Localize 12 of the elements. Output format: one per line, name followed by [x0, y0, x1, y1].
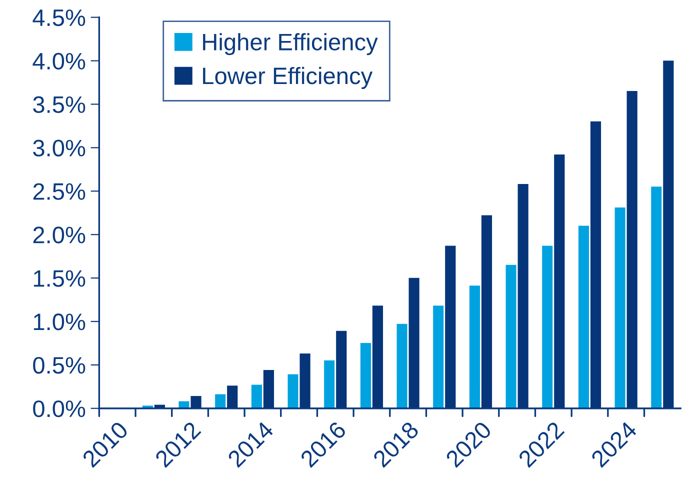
y-tick-label: 0.5%: [33, 356, 86, 374]
y-tick-label: 0.0%: [33, 400, 86, 418]
y-tick-label: 1.0%: [34, 314, 86, 330]
y-tick-label: 3.0%: [33, 140, 86, 156]
y-tick-label: 4.0%: [32, 52, 86, 70]
y-tick-label: 4.5%: [32, 9, 86, 26]
y-tick-label: 1.5%: [34, 270, 86, 287]
y-tick-label: 3.5%: [33, 96, 86, 114]
legend-label: Higher Efficiency: [203, 33, 378, 56]
y-tick-label: 2.0%: [33, 226, 86, 244]
legend-label: Lower Efficiency: [203, 66, 373, 89]
y-tick-label: 2.5%: [33, 183, 86, 200]
